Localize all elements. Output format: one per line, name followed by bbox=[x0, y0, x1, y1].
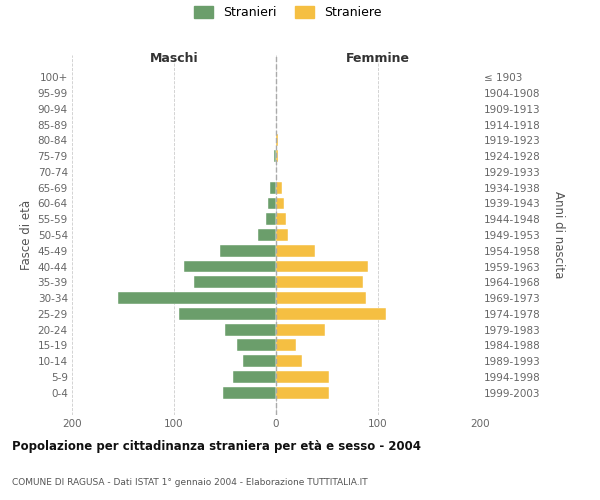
Bar bbox=[179, 308, 276, 320]
Bar bbox=[276, 260, 368, 272]
Bar bbox=[268, 198, 276, 209]
Text: Maschi: Maschi bbox=[149, 52, 199, 64]
Text: COMUNE DI RAGUSA - Dati ISTAT 1° gennaio 2004 - Elaborazione TUTTITALIA.IT: COMUNE DI RAGUSA - Dati ISTAT 1° gennaio… bbox=[12, 478, 368, 487]
Text: Femmine: Femmine bbox=[346, 52, 410, 64]
Bar bbox=[276, 150, 278, 162]
Y-axis label: Fasce di età: Fasce di età bbox=[20, 200, 34, 270]
Bar bbox=[276, 387, 329, 398]
Bar bbox=[237, 340, 276, 351]
Bar bbox=[276, 182, 282, 194]
Bar bbox=[276, 308, 386, 320]
Bar bbox=[223, 387, 276, 398]
Bar bbox=[276, 229, 288, 241]
Bar bbox=[276, 245, 315, 256]
Y-axis label: Anni di nascita: Anni di nascita bbox=[552, 192, 565, 278]
Bar bbox=[276, 356, 302, 367]
Bar bbox=[274, 150, 276, 162]
Bar bbox=[276, 276, 362, 288]
Bar bbox=[257, 229, 276, 241]
Bar bbox=[233, 371, 276, 383]
Bar bbox=[276, 292, 366, 304]
Bar bbox=[276, 371, 329, 383]
Bar bbox=[276, 324, 325, 336]
Bar bbox=[276, 198, 284, 209]
Bar bbox=[276, 214, 286, 225]
Bar bbox=[118, 292, 276, 304]
Bar bbox=[225, 324, 276, 336]
Bar bbox=[266, 214, 276, 225]
Text: Popolazione per cittadinanza straniera per età e sesso - 2004: Popolazione per cittadinanza straniera p… bbox=[12, 440, 421, 453]
Bar bbox=[194, 276, 276, 288]
Bar bbox=[244, 356, 276, 367]
Bar bbox=[220, 245, 276, 256]
Legend: Stranieri, Straniere: Stranieri, Straniere bbox=[194, 6, 382, 19]
Bar bbox=[184, 260, 276, 272]
Bar bbox=[276, 134, 278, 146]
Bar bbox=[270, 182, 276, 194]
Bar bbox=[276, 340, 296, 351]
